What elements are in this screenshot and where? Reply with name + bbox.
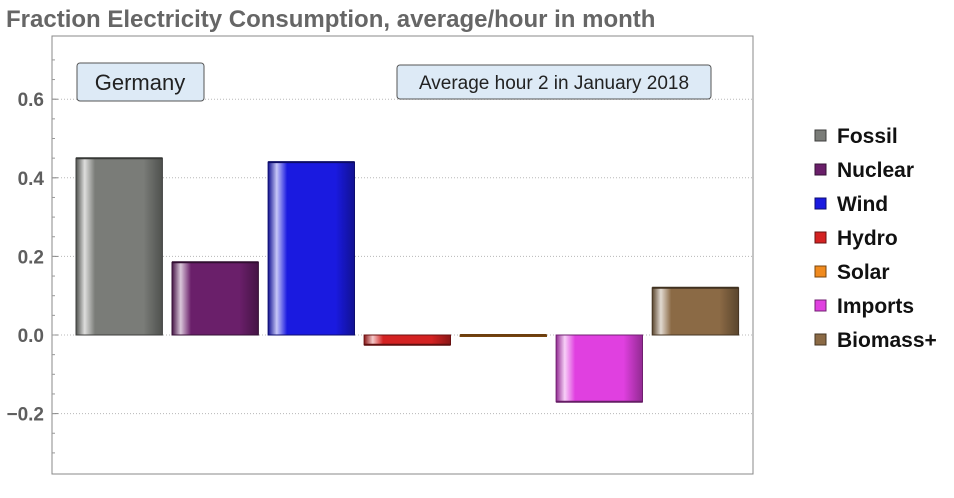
y-axis-ticks: −0.2 0.0 0.2 0.4 0.6 bbox=[6, 59, 58, 454]
legend-swatch bbox=[814, 163, 827, 176]
bars bbox=[75, 157, 740, 403]
plot-frame bbox=[51, 35, 754, 475]
bar-biomass bbox=[651, 287, 740, 336]
legend-swatch bbox=[814, 231, 827, 244]
region-annotation-text: Germany bbox=[95, 70, 185, 95]
y-tick-label: 0.2 bbox=[18, 247, 44, 268]
period-annotation-box bbox=[396, 64, 712, 100]
legend-label: Solar bbox=[837, 261, 890, 284]
bar-nuclear bbox=[171, 261, 259, 336]
y-tick-label: 0.4 bbox=[18, 169, 45, 190]
period-annotation: Average hour 2 in January 2018 bbox=[396, 64, 712, 100]
y-tick-label: 0.6 bbox=[18, 90, 44, 111]
legend-label: Nuclear bbox=[837, 159, 914, 182]
legend-label: Wind bbox=[837, 193, 888, 216]
period-annotation-text: Average hour 2 in January 2018 bbox=[419, 73, 689, 94]
chart-title: Fraction Electricity Consumption, averag… bbox=[6, 6, 655, 33]
legend-swatch bbox=[814, 197, 827, 210]
y-tick-label: 0.0 bbox=[18, 326, 44, 347]
bar-imports bbox=[555, 334, 643, 403]
legend-swatch bbox=[814, 265, 827, 278]
legend-swatch bbox=[814, 129, 827, 142]
bar-wind bbox=[267, 161, 356, 336]
legend-label: Fossil bbox=[837, 125, 898, 148]
bar-fossil bbox=[75, 157, 163, 336]
legend-swatch bbox=[814, 299, 827, 312]
legend: Fossil Nuclear Wind Hydro Solar Imports Biomas… bbox=[814, 125, 937, 352]
legend-label: Hydro bbox=[837, 227, 898, 250]
region-annotation-box bbox=[76, 62, 205, 102]
legend-label: Imports bbox=[837, 295, 914, 318]
bar-hydro bbox=[363, 334, 452, 346]
region-annotation: Germany bbox=[76, 62, 205, 102]
legend-label: Biomass+ bbox=[837, 329, 937, 352]
legend-swatch bbox=[814, 333, 827, 346]
y-tick-label: −0.2 bbox=[6, 405, 44, 426]
